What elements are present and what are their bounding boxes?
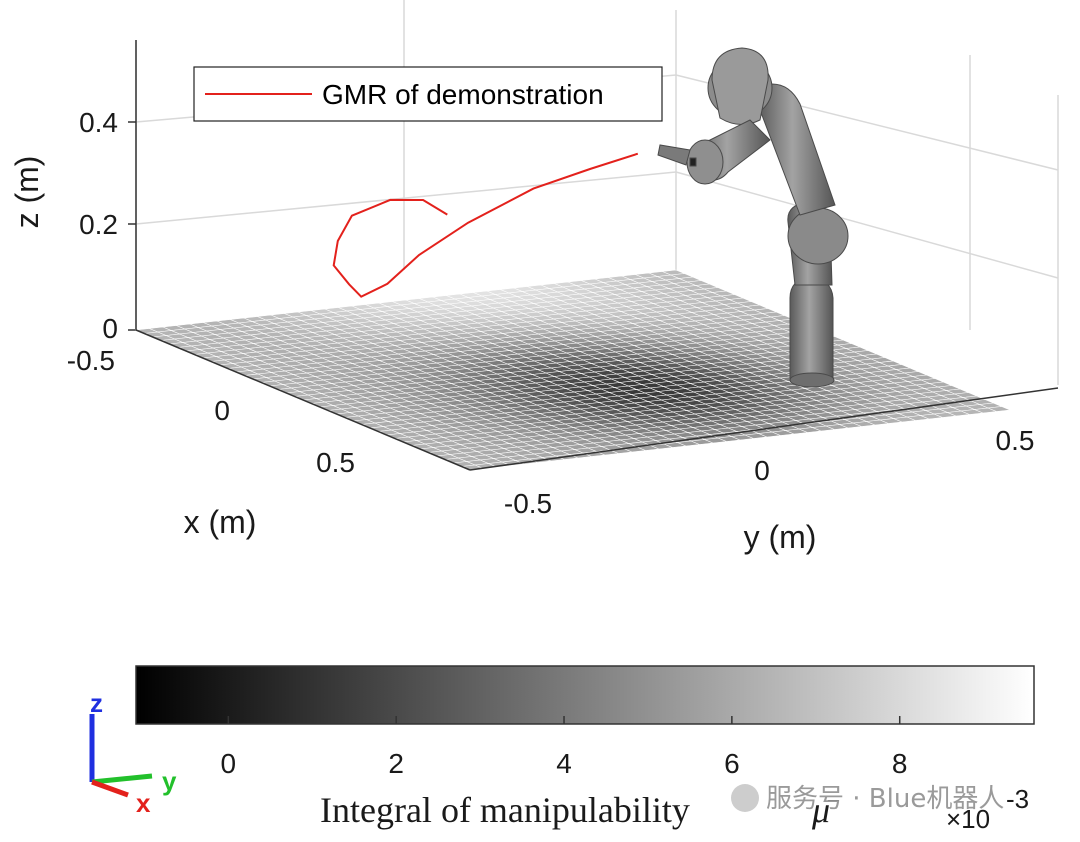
colorbar-exponent: -3 [1006, 784, 1029, 814]
z-tick-label: 0 [102, 313, 118, 344]
colorbar-ticks: 0 2 4 6 8 [221, 716, 908, 779]
x-tick-label: -0.5 [67, 345, 115, 376]
watermark-text: 服务号 · Blue机器人 [766, 784, 1004, 814]
y-tick-label: 0.5 [996, 425, 1035, 456]
legend-entry-label: GMR of demonstration [322, 79, 604, 110]
watermark: 服务号 · Blue机器人 [731, 784, 1004, 814]
triad-x-label: x [136, 788, 151, 818]
x-tick-label: 0 [214, 395, 230, 426]
gmr-trajectory-line [332, 152, 639, 298]
front-axes [135, 329, 1059, 471]
wechat-icon [731, 784, 759, 812]
z-tick-label: 0.4 [79, 107, 118, 138]
robot-arm [657, 47, 849, 388]
colorbar-tick-label: 2 [388, 748, 404, 779]
colorbar-exponent-label: ×10 [946, 804, 990, 834]
triad-y-label: y [162, 766, 177, 796]
gmr-trajectory [332, 152, 639, 298]
colorbar-tick-label: 8 [892, 748, 908, 779]
axes-triad: z y x [89, 688, 177, 818]
x-tick-label: 0.5 [316, 447, 355, 478]
z-axis [128, 40, 137, 331]
y-axis-label: y (m) [744, 519, 817, 555]
z-tick-labels: 0.4 0.2 0 [79, 107, 118, 344]
surface-cell [986, 406, 1012, 412]
legend: GMR of demonstration [193, 66, 663, 122]
y-tick-labels: -0.5 0 0.5 [504, 425, 1035, 519]
z-tick-label: 0.2 [79, 209, 118, 240]
colorbar-gradient [135, 665, 1035, 725]
y-tick-label: -0.5 [504, 488, 552, 519]
triad-z-label: z [90, 688, 103, 718]
colorbar-tick-label: 6 [724, 748, 740, 779]
colorbar-label: Integral of manipulability [320, 790, 690, 830]
colorbar-tick-label: 0 [221, 748, 237, 779]
x-tick-labels: -0.5 0 0.5 [67, 345, 355, 478]
x-axis-label: x (m) [184, 504, 257, 540]
colorbar-tick-label: 4 [556, 748, 572, 779]
manipulability-surface [134, 269, 1012, 471]
y-tick-label: 0 [754, 455, 770, 486]
z-axis-label: z (m) [9, 156, 45, 229]
